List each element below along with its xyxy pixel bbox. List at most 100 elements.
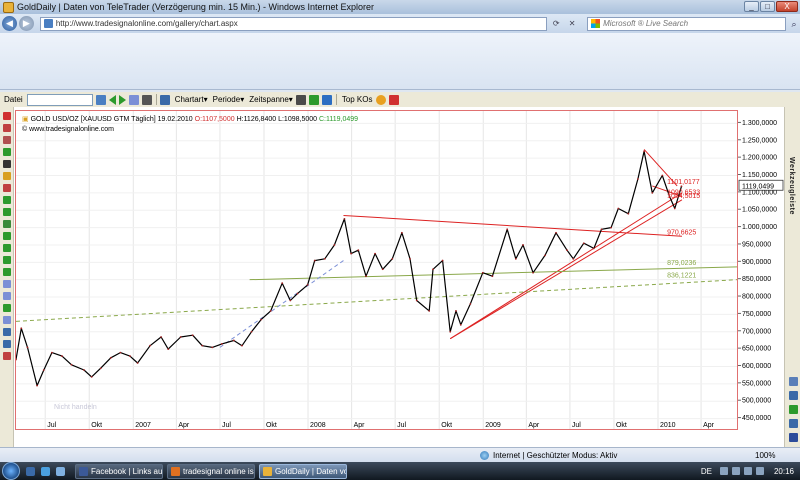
switch-windows-icon[interactable] <box>56 466 65 476</box>
zeitspanne-menu[interactable]: Zeitspanne▾ <box>249 95 293 104</box>
indicator-icon[interactable] <box>295 94 306 105</box>
sidebar-data-icon[interactable] <box>789 405 798 414</box>
zoom-level[interactable]: 100% <box>755 451 776 460</box>
gann-tool-icon[interactable] <box>3 208 11 216</box>
back-button[interactable]: ◀ <box>2 16 17 31</box>
price-point <box>400 231 403 234</box>
marker-tool-icon[interactable] <box>3 304 11 312</box>
forward-arrow-icon[interactable] <box>118 94 126 105</box>
ellipse-tool-icon[interactable] <box>3 292 11 300</box>
price-point <box>220 343 223 345</box>
sidebar-sum-icon[interactable] <box>789 433 798 442</box>
trendline-tool-icon[interactable] <box>3 112 11 120</box>
text-tool-icon[interactable] <box>3 160 11 168</box>
help-icon[interactable] <box>375 94 386 105</box>
trendline <box>449 192 683 340</box>
close-button[interactable]: X <box>776 1 798 12</box>
chartart-menu[interactable]: Chartart▾ <box>174 95 208 104</box>
tray-icon[interactable] <box>743 467 752 475</box>
price-point <box>343 218 346 220</box>
price-point <box>381 268 384 271</box>
measure-tool-icon[interactable] <box>3 328 11 336</box>
forward-button[interactable]: ▶ <box>18 16 34 31</box>
search-symbol-icon[interactable] <box>95 94 106 105</box>
window-title: GoldDaily | Daten von TeleTrader (Verzög… <box>17 2 374 12</box>
price-chart[interactable]: Jul Okt 2007 Apr Jul Okt 2008 Apr Jul Okt 2009 Apr J… <box>15 111 738 429</box>
print-icon[interactable] <box>141 94 152 105</box>
triangle-tool-icon[interactable] <box>3 268 11 276</box>
price-point <box>627 212 630 215</box>
y-tick-label: 1.150,0000 <box>742 172 777 179</box>
flag-icon[interactable] <box>388 94 399 105</box>
minimize-button[interactable]: _ <box>744 1 759 12</box>
save-icon[interactable] <box>128 94 139 105</box>
sidebar-list-icon[interactable] <box>789 391 798 400</box>
price-point <box>70 363 73 366</box>
arc-tool-icon[interactable] <box>3 256 11 264</box>
trendline-label: 836,1221 <box>667 273 696 280</box>
taskbar-button[interactable]: GoldDaily | Daten vo... <box>259 463 347 479</box>
task-app-icon <box>171 466 180 476</box>
price-point <box>600 228 603 231</box>
arrow-tool-icon[interactable] <box>3 148 11 156</box>
magnet-tool-icon[interactable] <box>3 352 11 360</box>
y-tick-label: 1.100,0000 <box>742 189 777 196</box>
rectangle-tool-icon[interactable] <box>3 280 11 288</box>
price-point <box>680 185 683 188</box>
line-tool-icon[interactable] <box>3 124 11 132</box>
periode-menu[interactable]: Periode▾ <box>212 95 245 104</box>
price-axis: 1.300,0000 1.250,0000 1.200,0000 1.150,0000… <box>738 107 784 447</box>
sidebar-tool-icon[interactable] <box>789 377 798 386</box>
crosshair-tool-icon[interactable] <box>3 340 11 348</box>
tray-icon[interactable] <box>731 467 740 475</box>
ie-quicklaunch-icon[interactable] <box>41 466 50 476</box>
taskbar-button[interactable]: Facebook | Links auf... <box>75 463 163 479</box>
x-tick-label: 2007 <box>135 422 151 429</box>
chart-icon[interactable] <box>159 94 170 105</box>
page-icon <box>43 19 53 28</box>
pitchfork-tool-icon[interactable] <box>3 196 11 204</box>
zoom-out-icon[interactable] <box>321 94 332 105</box>
price-point <box>281 282 284 285</box>
x-tick-label: Jul <box>222 422 231 429</box>
fibonacci-tool-icon[interactable] <box>3 172 11 180</box>
zoom-in-icon[interactable] <box>308 94 319 105</box>
search-input[interactable] <box>603 19 774 28</box>
volume-icon[interactable] <box>755 467 764 475</box>
ray-tool-icon[interactable] <box>3 136 11 144</box>
task-label: tradesignal online is... <box>183 466 255 476</box>
price-point <box>610 226 612 229</box>
live-search-logo-icon <box>591 19 601 28</box>
y-tick-label: 1.050,0000 <box>742 207 777 214</box>
fan-tool-icon[interactable] <box>3 220 11 228</box>
clock[interactable]: 20:16 <box>773 466 794 476</box>
search-box[interactable] <box>587 16 787 31</box>
price-point <box>459 323 462 326</box>
language-indicator[interactable]: DE <box>700 466 712 476</box>
back-arrow-icon[interactable] <box>108 94 116 105</box>
top-kos-button[interactable]: Top KOs <box>341 95 373 104</box>
channel-tool-icon[interactable] <box>3 184 11 192</box>
cycle-tool-icon[interactable] <box>3 244 11 252</box>
search-icon[interactable]: ⌕ <box>791 18 797 29</box>
datei-menu[interactable]: Datei <box>4 95 23 104</box>
refresh-icon[interactable]: ⟳ <box>552 18 560 28</box>
address-bar[interactable]: http://www.tradesignalonline.com/gallery… <box>39 16 548 31</box>
regression-tool-icon[interactable] <box>3 232 11 240</box>
y-tick-label: 800,0000 <box>742 294 771 301</box>
symbol-input[interactable] <box>26 93 93 106</box>
task-app-icon <box>263 466 272 476</box>
taskbar-button[interactable]: tradesignal online is... <box>167 463 255 479</box>
price-point <box>661 174 664 177</box>
maximize-button[interactable]: □ <box>760 1 775 12</box>
show-desktop-icon[interactable] <box>26 466 35 476</box>
circle-tool-icon[interactable] <box>3 316 11 324</box>
price-point <box>668 195 671 198</box>
price-point <box>409 257 411 260</box>
sidebar-settings-icon[interactable] <box>789 419 798 428</box>
start-button[interactable] <box>2 462 20 480</box>
x-tick-label: Okt <box>266 422 277 429</box>
tray-icon[interactable] <box>719 467 728 475</box>
stop-icon[interactable]: ✕ <box>568 18 576 28</box>
task-label: GoldDaily | Daten vo... <box>275 466 347 476</box>
